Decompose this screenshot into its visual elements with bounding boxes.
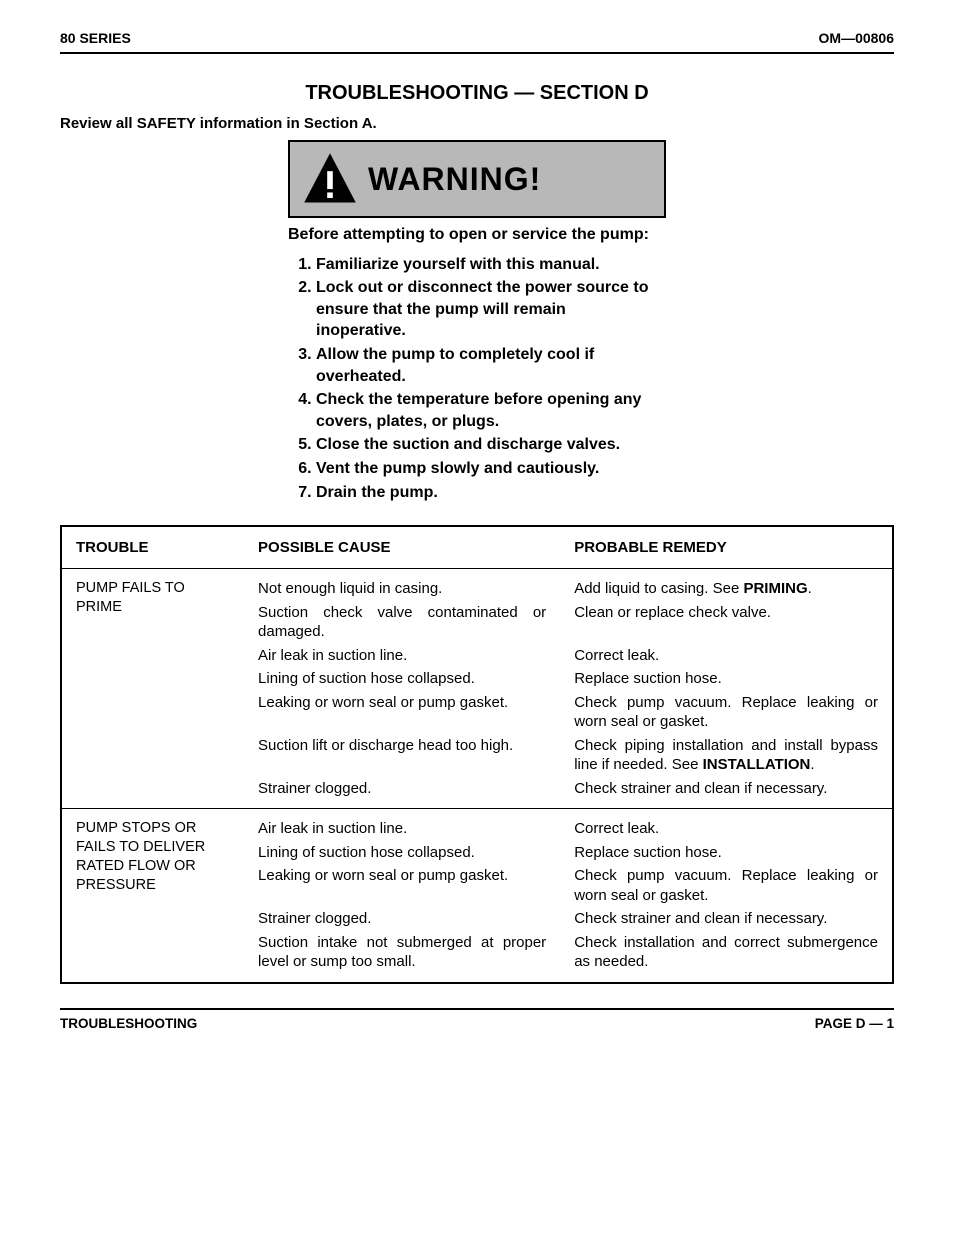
review-line: Review all SAFETY information in Section…: [60, 115, 894, 132]
cause-cell: Leaking or worn seal or pump gasket.: [244, 691, 560, 734]
warning-item: Familiarize yourself with this manual.: [316, 254, 666, 276]
cause-cell: Not enough liquid in casing.: [244, 569, 560, 601]
warning-list: Familiarize yourself with this manual. L…: [288, 254, 666, 504]
warning-item: Check the temperature before opening any…: [316, 389, 666, 432]
th-cause: POSSIBLE CAUSE: [244, 526, 560, 569]
remedy-cell: Correct leak.: [560, 644, 893, 668]
remedy-cell: Check strainer and clean if necessary.: [560, 907, 893, 931]
cause-cell: Strainer clogged.: [244, 907, 560, 931]
remedy-cell: Clean or replace check valve.: [560, 601, 893, 644]
warning-item: Drain the pump.: [316, 482, 666, 504]
cause-cell: Suction intake not submerged at proper l…: [244, 931, 560, 983]
remedy-cell: Replace suction hose.: [560, 667, 893, 691]
remedy-cell: Check pump vacuum. Replace leaking or wo…: [560, 691, 893, 734]
remedy-cell: Check pump vacuum. Replace leaking or wo…: [560, 864, 893, 907]
page-header: 80 SERIES OM—00806: [60, 30, 894, 54]
cause-cell: Leaking or worn seal or pump gasket.: [244, 864, 560, 907]
troubleshooting-table: TROUBLE POSSIBLE CAUSE PROBABLE REMEDY P…: [60, 525, 894, 984]
remedy-cell: Add liquid to casing. See PRIMING.: [560, 569, 893, 601]
footer-right: PAGE D — 1: [815, 1016, 894, 1031]
cause-cell: Air leak in suction line.: [244, 644, 560, 668]
header-left: 80 SERIES: [60, 30, 131, 46]
table-row: PUMP STOPS OR FAILS TO DELIVER RATED FLO…: [61, 809, 893, 841]
cause-cell: Suction check valve contaminated or dama…: [244, 601, 560, 644]
trouble-cell: PUMP STOPS OR FAILS TO DELIVER RATED FLO…: [61, 809, 244, 983]
cause-cell: Lining of suction hose collapsed.: [244, 841, 560, 865]
section-title: TROUBLESHOOTING — SECTION D: [60, 82, 894, 105]
th-trouble: TROUBLE: [61, 526, 244, 569]
cause-cell: Suction lift or discharge head too high.: [244, 734, 560, 777]
warning-block: WARNING! Before attempting to open or se…: [288, 140, 666, 503]
warning-label: WARNING!: [368, 161, 541, 198]
remedy-text: .: [810, 756, 814, 773]
page-footer: TROUBLESHOOTING PAGE D — 1: [60, 1008, 894, 1031]
remedy-text: Add liquid to casing. See: [574, 580, 743, 597]
cause-cell: Strainer clogged.: [244, 777, 560, 809]
warning-item: Close the suction and discharge valves.: [316, 434, 666, 456]
remedy-text: .: [808, 580, 812, 597]
trouble-cell: PUMP FAILS TO PRIME: [61, 569, 244, 809]
table-header-row: TROUBLE POSSIBLE CAUSE PROBABLE REMEDY: [61, 526, 893, 569]
remedy-cell: Replace suction hose.: [560, 841, 893, 865]
remedy-bold: PRIMING: [743, 580, 807, 597]
remedy-cell: Check installation and correct submergen…: [560, 931, 893, 983]
warning-item: Allow the pump to completely cool if ove…: [316, 344, 666, 387]
th-remedy: PROBABLE REMEDY: [560, 526, 893, 569]
remedy-bold: INSTALLATION: [703, 756, 811, 773]
footer-left: TROUBLESHOOTING: [60, 1016, 197, 1031]
table-row: PUMP FAILS TO PRIME Not enough liquid in…: [61, 569, 893, 601]
warning-item: Lock out or disconnect the power source …: [316, 277, 666, 342]
cause-cell: Lining of suction hose collapsed.: [244, 667, 560, 691]
cause-cell: Air leak in suction line.: [244, 809, 560, 841]
warning-triangle-icon: [302, 151, 358, 207]
warning-before-text: Before attempting to open or service the…: [288, 224, 666, 246]
warning-box: WARNING!: [288, 140, 666, 218]
remedy-cell: Correct leak.: [560, 809, 893, 841]
header-right: OM—00806: [819, 30, 894, 46]
remedy-cell: Check piping installation and install by…: [560, 734, 893, 777]
warning-item: Vent the pump slowly and cautiously.: [316, 458, 666, 480]
remedy-cell: Check strainer and clean if necessary.: [560, 777, 893, 809]
